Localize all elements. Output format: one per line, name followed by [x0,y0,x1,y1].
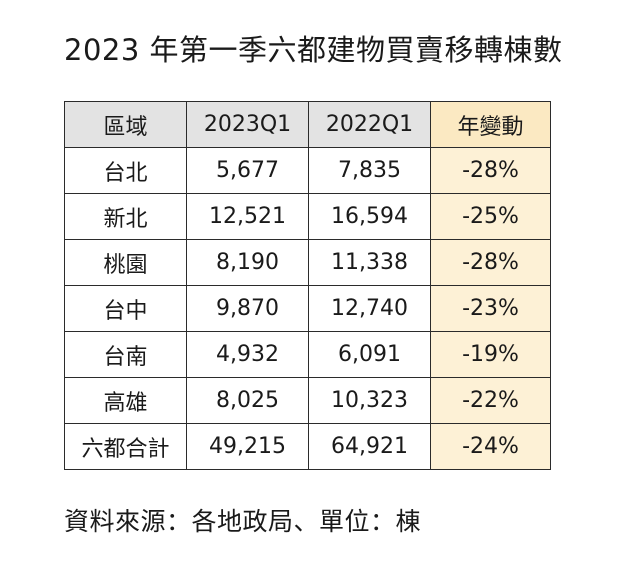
transfer-table: 區域 2023Q1 2022Q1 年變動 台北 5,677 7,835 -28%… [64,101,551,470]
table-row: 台北 5,677 7,835 -28% [64,147,551,194]
cell-2022q1: 10,323 [308,377,431,424]
cell-yoy-change: -28% [430,239,551,286]
cell-2023q1: 8,025 [186,377,309,424]
header-2023q1: 2023Q1 [186,101,309,148]
cell-2022q1: 11,338 [308,239,431,286]
cell-yoy-change: -22% [430,377,551,424]
table-row: 新北 12,521 16,594 -25% [64,193,551,240]
cell-2023q1: 5,677 [186,147,309,194]
cell-2022q1: 6,091 [308,331,431,378]
header-yoy-change: 年變動 [430,101,551,148]
cell-region: 桃園 [64,239,187,286]
cell-2023q1: 9,870 [186,285,309,332]
cell-2023q1: 8,190 [186,239,309,286]
table-header-row: 區域 2023Q1 2022Q1 年變動 [64,101,551,148]
cell-region: 高雄 [64,377,187,424]
cell-2022q1: 12,740 [308,285,431,332]
cell-region: 新北 [64,193,187,240]
header-2022q1: 2022Q1 [308,101,431,148]
cell-2023q1: 12,521 [186,193,309,240]
table-row: 台中 9,870 12,740 -23% [64,285,551,332]
cell-region: 六都合計 [64,423,187,470]
cell-region: 台中 [64,285,187,332]
cell-2022q1: 16,594 [308,193,431,240]
header-region: 區域 [64,101,187,148]
cell-yoy-change: -28% [430,147,551,194]
cell-yoy-change: -25% [430,193,551,240]
cell-region: 台南 [64,331,187,378]
source-note: 資料來源：各地政局、單位：棟 [64,507,422,536]
cell-yoy-change: -24% [430,423,551,470]
table-row: 台南 4,932 6,091 -19% [64,331,551,378]
cell-2022q1: 7,835 [308,147,431,194]
cell-region: 台北 [64,147,187,194]
cell-2023q1: 4,932 [186,331,309,378]
page-title: 2023 年第一季六都建物買賣移轉棟數 [64,33,563,67]
table-row: 高雄 8,025 10,323 -22% [64,377,551,424]
cell-2023q1: 49,215 [186,423,309,470]
cell-yoy-change: -19% [430,331,551,378]
table-row-total: 六都合計 49,215 64,921 -24% [64,423,551,470]
cell-yoy-change: -23% [430,285,551,332]
table-row: 桃園 8,190 11,338 -28% [64,239,551,286]
cell-2022q1: 64,921 [308,423,431,470]
